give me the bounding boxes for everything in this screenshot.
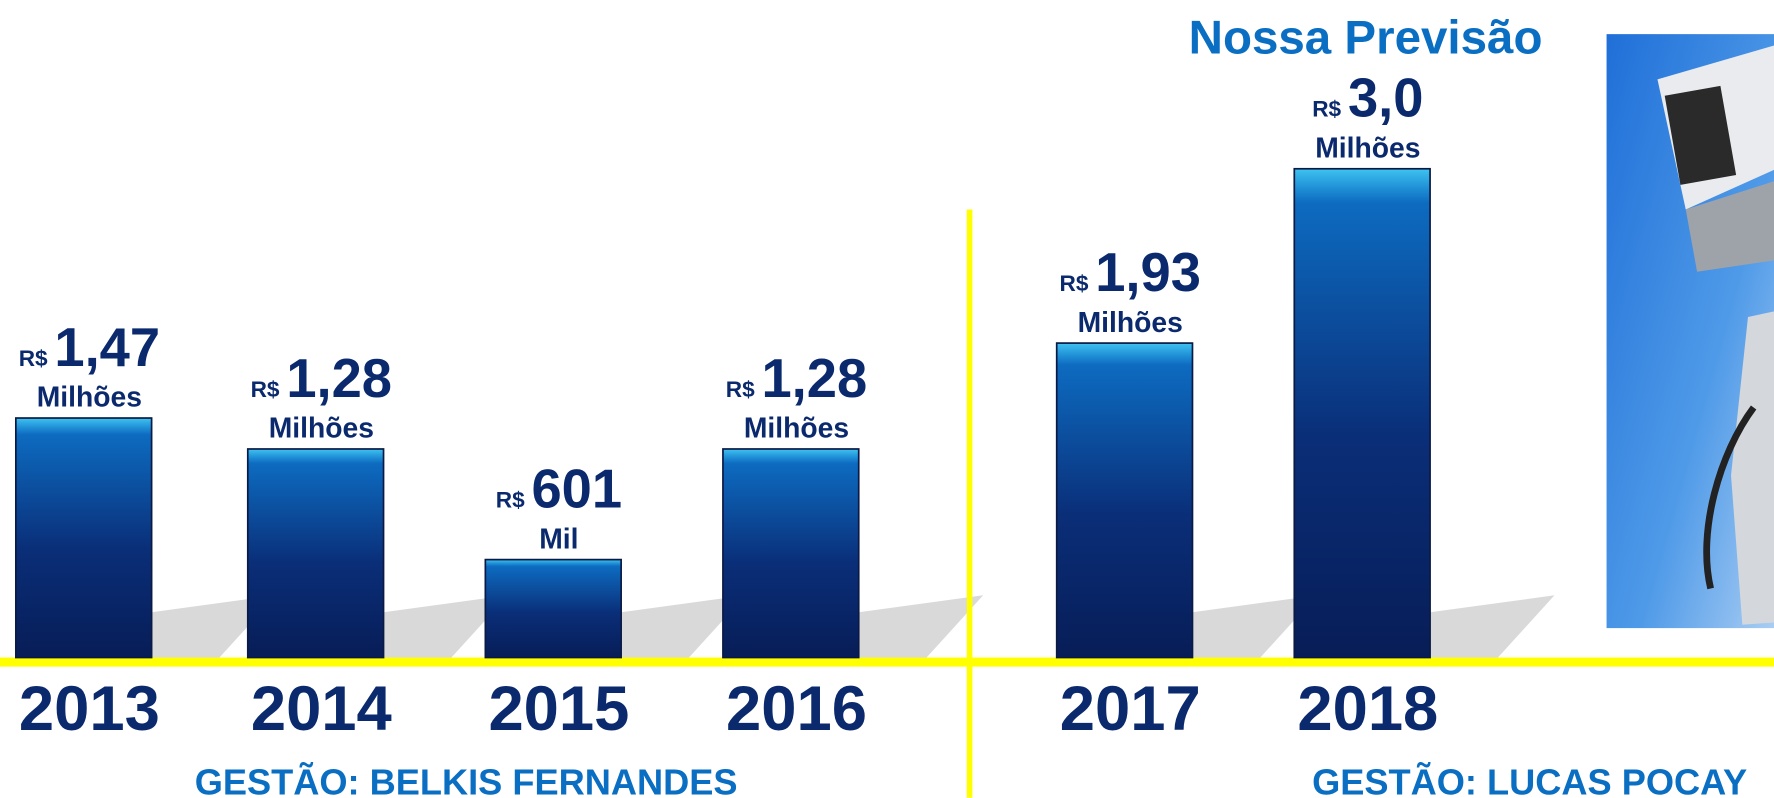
camera-photo xyxy=(1606,34,1774,629)
bar xyxy=(246,448,385,659)
group-label: GESTÃO: LUCAS POCAY xyxy=(1312,760,1747,798)
shadows xyxy=(151,595,1555,658)
group-label: GESTÃO: BELKIS FERNANDES xyxy=(195,760,738,798)
bar xyxy=(484,558,622,659)
value-label: 1,93 xyxy=(1095,242,1201,303)
x-tick-label: 2016 xyxy=(726,674,867,744)
value-label: 3,0 xyxy=(1348,68,1423,129)
value-currency: R$ xyxy=(251,377,280,402)
x-tick-label: 2017 xyxy=(1060,674,1201,744)
value-unit: Milhões xyxy=(744,412,849,444)
value-unit: Milhões xyxy=(269,412,374,444)
value-label: 1,28 xyxy=(761,348,867,409)
value-currency: R$ xyxy=(496,488,525,513)
value-unit: Milhões xyxy=(37,381,142,413)
bar xyxy=(722,448,860,659)
bar-shadow xyxy=(151,595,277,658)
value-label: 1,47 xyxy=(54,317,160,378)
bar-shadow xyxy=(1430,595,1555,658)
x-tick-label: 2018 xyxy=(1297,674,1438,744)
bar xyxy=(14,417,153,659)
value-currency: R$ xyxy=(1312,97,1341,122)
value-unit: Mil xyxy=(539,522,578,554)
value-label: 601 xyxy=(531,459,622,520)
bar xyxy=(1055,342,1194,659)
x-tick-label: 2015 xyxy=(488,674,629,744)
x-tick-label: 2013 xyxy=(19,674,160,744)
bar-shadow xyxy=(621,595,746,658)
bar-shadow xyxy=(1192,595,1317,658)
bar xyxy=(1293,167,1431,659)
value-unit: Milhões xyxy=(1315,131,1420,163)
bar-shadow xyxy=(383,595,508,658)
value-currency: R$ xyxy=(1060,271,1089,296)
value-currency: R$ xyxy=(726,377,755,402)
value-unit: Milhões xyxy=(1078,306,1183,338)
bar-shadow xyxy=(858,595,984,658)
value-label: 1,28 xyxy=(286,348,392,409)
x-tick-label: 2014 xyxy=(251,674,392,744)
value-currency: R$ xyxy=(19,346,48,371)
chart-title: Nossa Previsão xyxy=(1189,11,1543,64)
